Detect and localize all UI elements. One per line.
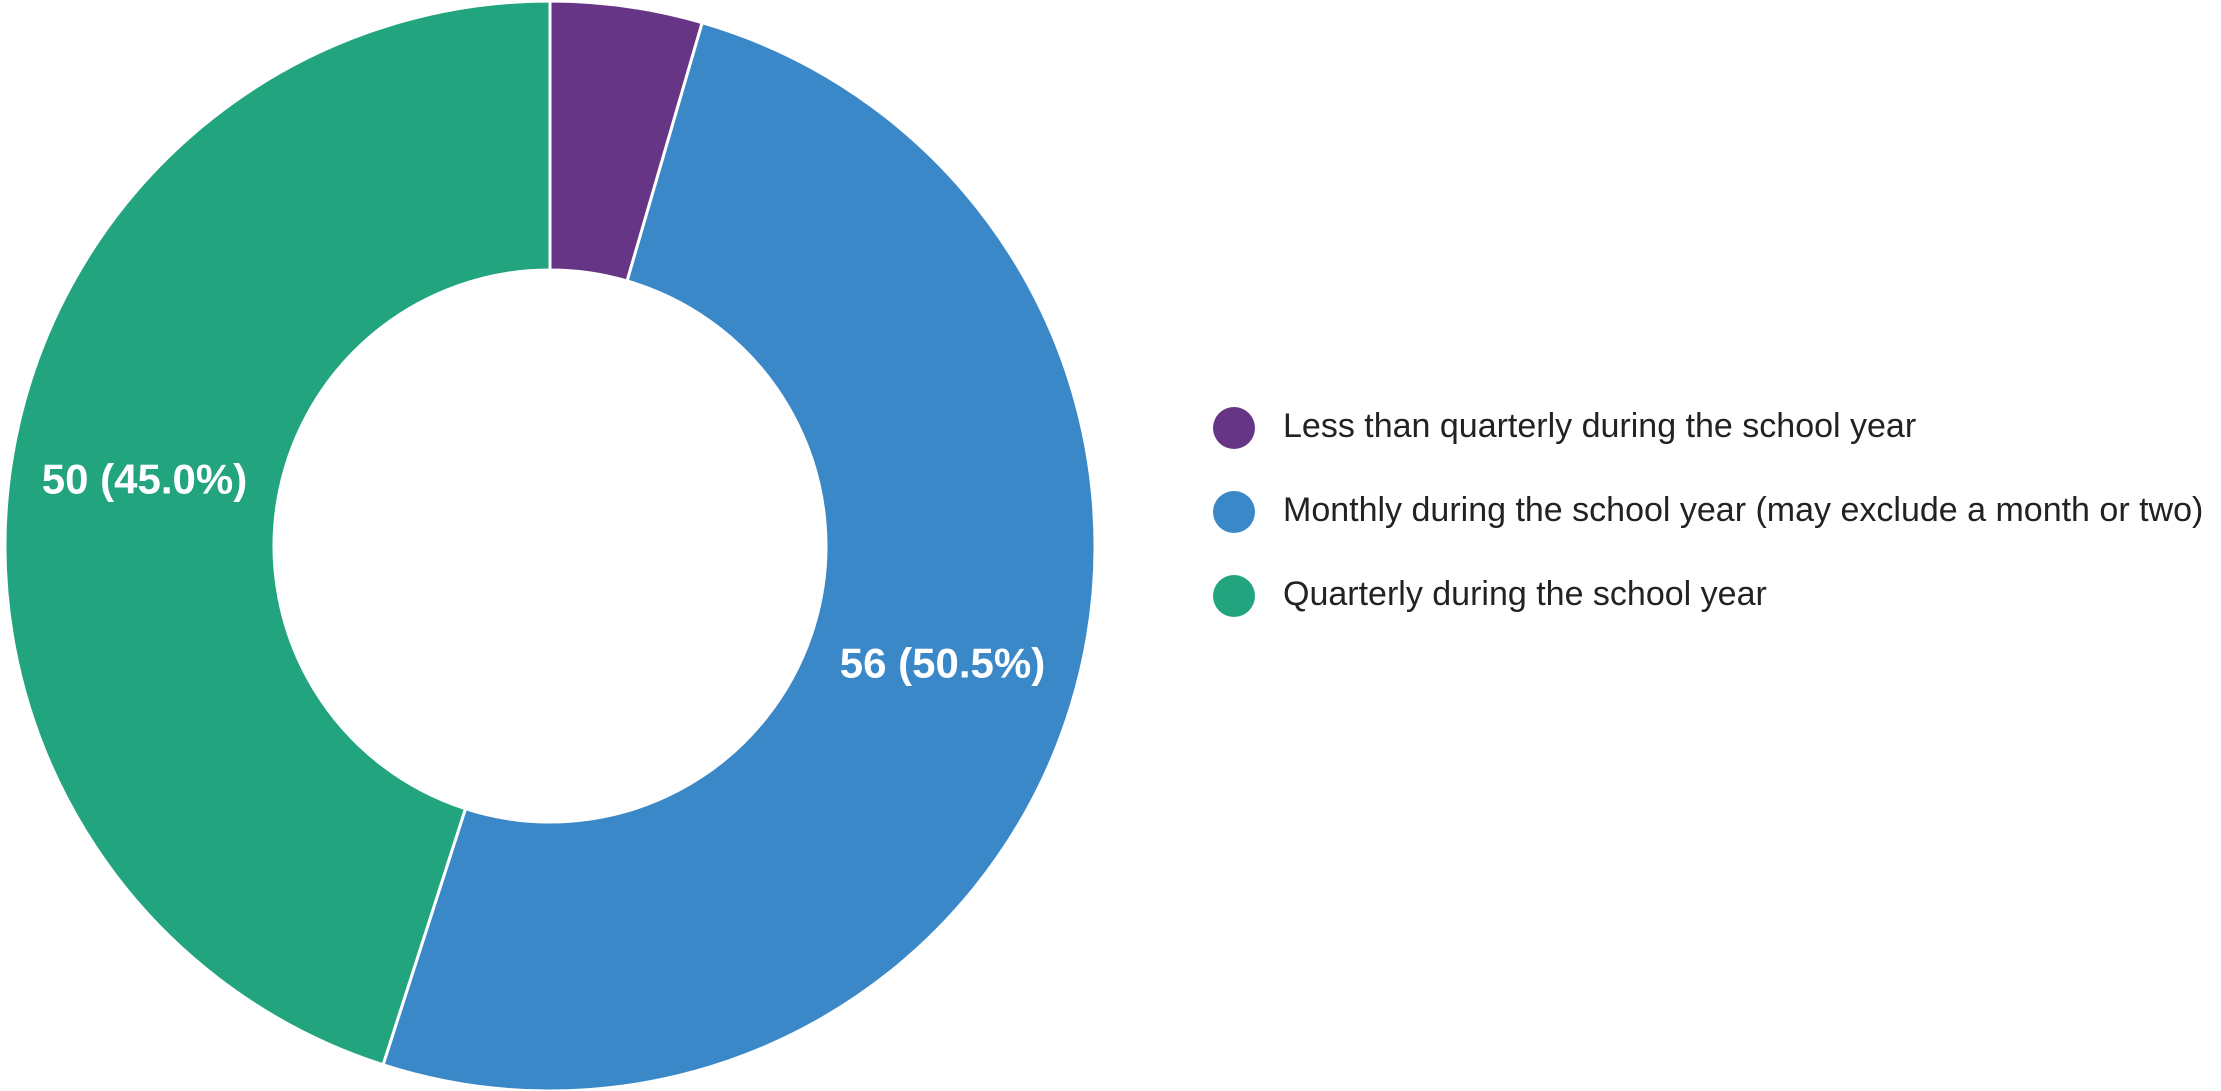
legend-swatch bbox=[1213, 575, 1255, 617]
value-label: 56 (50.5%) bbox=[840, 639, 1045, 686]
value-label: 50 (45.0%) bbox=[42, 455, 247, 502]
legend-label: Quarterly during the school year bbox=[1283, 575, 1767, 613]
donut-slice bbox=[3, 0, 552, 1067]
legend-swatch bbox=[1213, 491, 1255, 533]
legend-swatch bbox=[1213, 407, 1255, 449]
legend-label: Monthly during the school year (may excl… bbox=[1283, 491, 2203, 529]
legend-label: Less than quarterly during the school ye… bbox=[1283, 407, 1916, 445]
donut-slice bbox=[381, 20, 1097, 1091]
